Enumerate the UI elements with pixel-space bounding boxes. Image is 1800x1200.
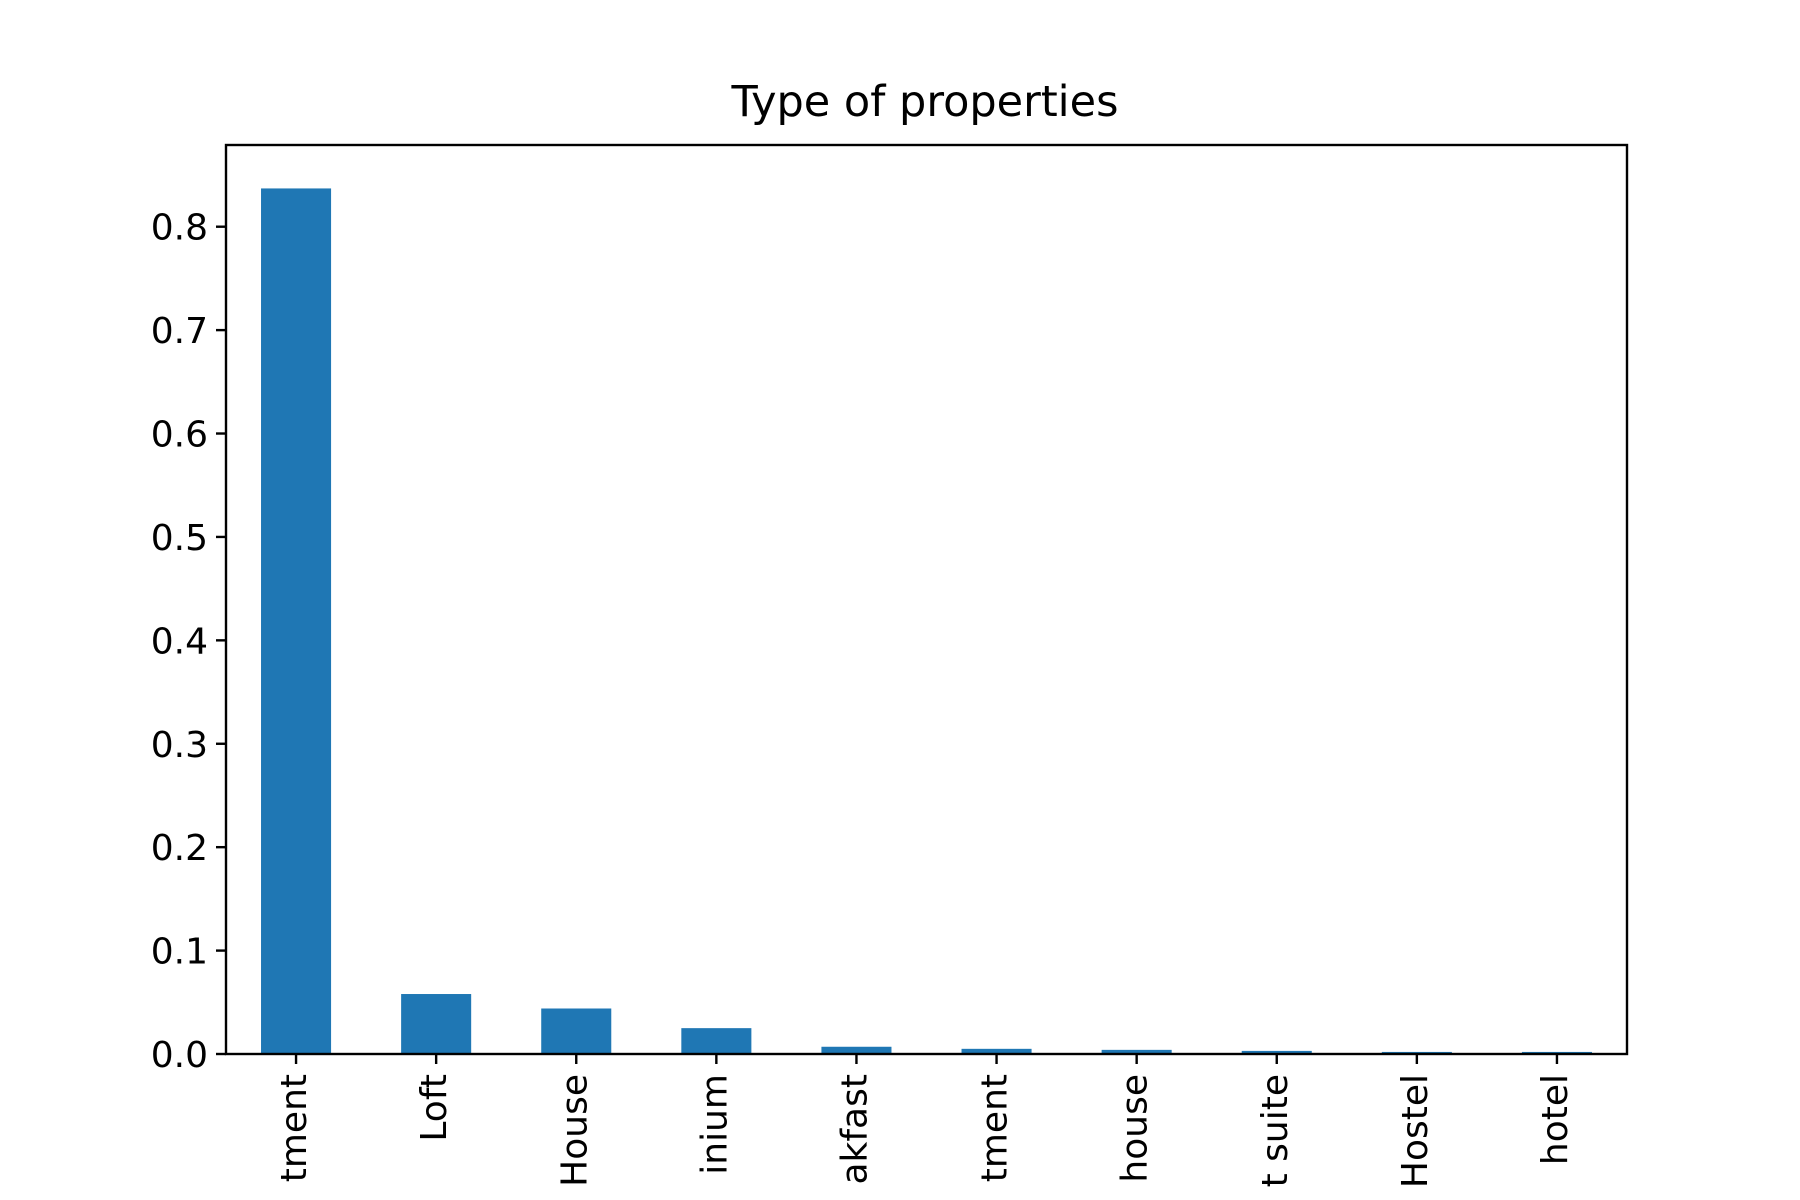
y-tick-label-3: 0.3 — [151, 725, 208, 766]
x-tick-label-1: Loft — [414, 1074, 455, 1142]
y-tick-label-0: 0.0 — [151, 1035, 208, 1076]
x-axis: tment Loft House inium akfast tment house t sui… — [274, 1054, 1576, 1188]
chart-title: Type of properties — [731, 77, 1119, 127]
bar-2 — [541, 1008, 612, 1054]
y-axis: 0.0 0.1 0.2 0.3 0.4 0.5 0.6 0.7 0.8 — [151, 208, 226, 1076]
bar-6 — [1101, 1049, 1172, 1054]
y-tick-label-4: 0.4 — [151, 621, 208, 662]
y-tick-label-7: 0.7 — [151, 311, 208, 352]
y-tick-label-1: 0.1 — [151, 932, 208, 973]
x-tick-label-9: hotel — [1535, 1074, 1576, 1165]
y-tick-label-8: 0.8 — [151, 208, 208, 249]
bar-5 — [961, 1048, 1032, 1054]
bar-0 — [261, 188, 332, 1054]
y-tick-label-5: 0.5 — [151, 518, 208, 559]
bar-7 — [1241, 1050, 1312, 1054]
x-tick-label-5: tment — [975, 1074, 1016, 1182]
bar-3 — [681, 1028, 752, 1054]
plot-frame — [224, 143, 1629, 1056]
bar-1 — [401, 994, 472, 1054]
x-tick-label-7: t suite — [1255, 1074, 1296, 1187]
bars-group — [261, 188, 1592, 1054]
x-tick-label-2: House — [554, 1074, 595, 1187]
bar-4 — [821, 1046, 892, 1054]
x-tick-label-6: house — [1115, 1074, 1156, 1183]
x-tick-label-4: akfast — [834, 1074, 875, 1185]
y-tick-label-6: 0.6 — [151, 415, 208, 456]
x-tick-label-0: tment — [274, 1074, 315, 1182]
x-tick-label-3: inium — [694, 1074, 735, 1175]
x-tick-label-8: Hostel — [1395, 1074, 1436, 1188]
y-tick-label-2: 0.2 — [151, 828, 208, 869]
